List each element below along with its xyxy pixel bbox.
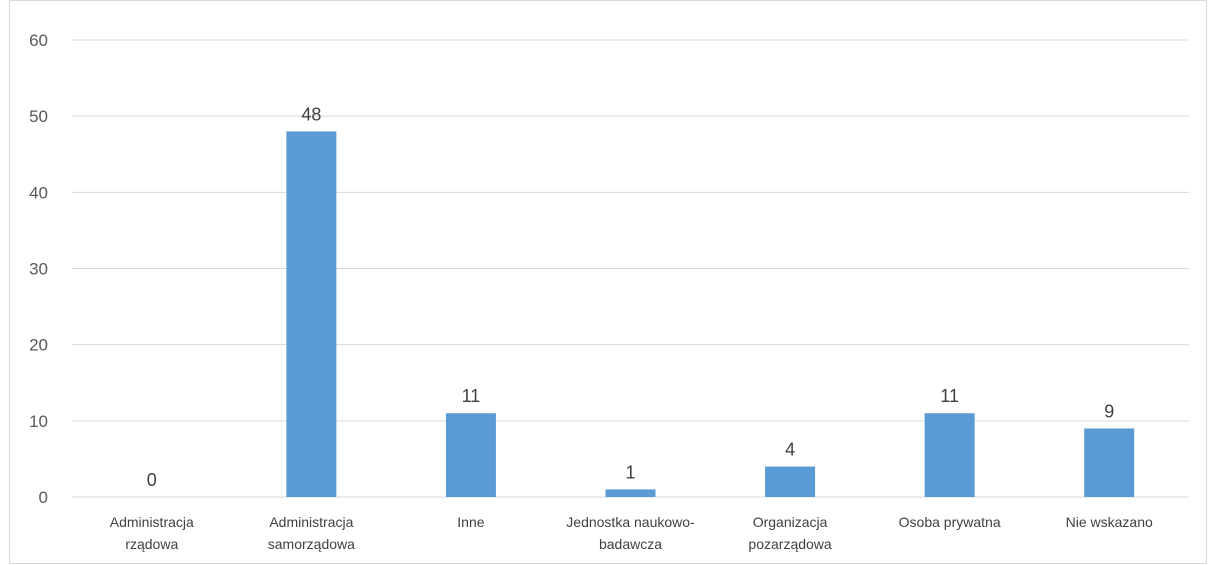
bar: [924, 413, 975, 497]
y-axis-tick-labels: 0 10 20 30 40 50 60: [29, 31, 48, 507]
x-category-label-line: Administracja: [269, 514, 353, 530]
x-category-label-line: rządowa: [125, 536, 178, 552]
bars: [286, 131, 1135, 497]
data-label: 1: [625, 462, 635, 482]
chart-frame: [9, 0, 1207, 564]
y-tick-label: 50: [29, 107, 48, 126]
x-category-label: Osoba prywatna: [899, 514, 1001, 530]
y-tick-label: 0: [39, 488, 48, 507]
data-label: 9: [1104, 401, 1114, 421]
data-label: 11: [462, 386, 481, 406]
x-category-label-line: Jednostka naukowo-: [566, 514, 695, 530]
x-category-label: Jednostka naukowo-badawcza: [566, 514, 695, 552]
x-axis-category-labels: Administracja rządowa Administracja samorzą…: [110, 514, 1153, 552]
bar: [765, 466, 816, 497]
bar: [605, 489, 656, 497]
x-category-label-line: Osoba prywatna: [899, 514, 1001, 530]
bar: [445, 413, 496, 497]
data-label: 4: [785, 440, 795, 460]
data-label: 11: [940, 386, 959, 406]
bar: [286, 131, 337, 497]
x-category-label-line: Administracja: [110, 514, 194, 530]
x-category-label: Inne: [457, 514, 484, 530]
x-category-label-line: Organizacja: [753, 514, 828, 530]
x-category-label: Administracja samorządowa: [268, 514, 355, 552]
x-category-label-line: badawcza: [599, 536, 662, 552]
data-label: 48: [301, 104, 321, 124]
x-category-label-line: samorządowa: [268, 536, 355, 552]
x-category-label-line: Nie wskazano: [1066, 514, 1153, 530]
x-category-label-line: pozarządowa: [748, 536, 831, 552]
x-category-label-line: Inne: [457, 514, 484, 530]
gridlines: [72, 39, 1189, 498]
x-category-label: Administracja rządowa: [110, 514, 194, 552]
y-tick-label: 20: [29, 336, 48, 355]
x-category-label: Organizacja pozarządowa: [748, 514, 831, 552]
data-label: 0: [147, 470, 157, 490]
x-category-label: Nie wskazano: [1066, 514, 1153, 530]
bar: [1084, 428, 1135, 497]
y-tick-label: 10: [29, 412, 48, 431]
y-tick-label: 30: [29, 260, 48, 279]
y-tick-label: 60: [29, 31, 48, 50]
y-tick-label: 40: [29, 183, 48, 202]
